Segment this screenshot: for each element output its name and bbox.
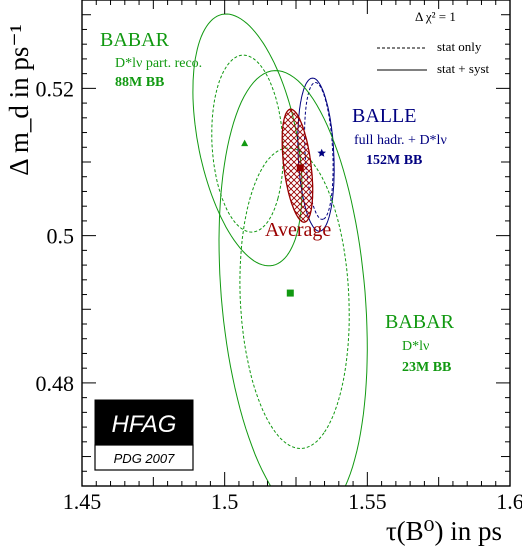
marker-layer <box>241 139 326 297</box>
label-belle-line1: full hadr. + D*lν <box>354 133 447 148</box>
legend-entry-stat-syst: stat + syst <box>437 61 490 76</box>
ellipse-stat-1 <box>304 81 334 220</box>
marker-0 <box>241 139 249 147</box>
hfag-logo-bottom-box <box>94 444 194 471</box>
x-tick-label: 1.45 <box>63 489 102 514</box>
label-belle: BALLE full hadr. + D*lν 152M BB <box>352 105 447 168</box>
x-axis: 1.45 1.5 1.55 1.6 <box>63 0 522 514</box>
label-babar-23m-line1: D*lν <box>402 339 429 354</box>
x-tick-label: 1.5 <box>211 489 239 514</box>
label-babar-23m-name: BABAR <box>385 311 455 333</box>
ellipse-layer <box>192 13 368 486</box>
y-tick-label: 0.5 <box>47 224 75 249</box>
label-babar-88m-line2: 88M BB <box>115 75 164 90</box>
marker-2 <box>286 289 294 297</box>
ellipse-stat-2 <box>239 147 350 450</box>
x-tick-label: 1.6 <box>496 489 522 514</box>
hfag-logo-bottom-text: PDG 2007 <box>114 451 175 466</box>
label-babar-88m-name: BABAR <box>100 29 170 51</box>
ellipse-stat-0 <box>211 54 284 233</box>
label-babar-23m: BABAR D*lν 23M BB <box>385 311 455 375</box>
y-tick-label: 0.48 <box>36 371 75 396</box>
marker-3 <box>296 164 304 172</box>
legend: Δ χ² = 1 stat only stat + syst <box>377 9 490 76</box>
y-axis-label: Δ m_d in ps⁻¹ <box>4 24 34 175</box>
legend-entry-stat-only: stat only <box>437 39 482 54</box>
label-babar-88m: BABAR D*lν part. reco. 88M BB <box>100 29 202 90</box>
label-babar-88m-line1: D*lν part. reco. <box>115 56 202 71</box>
label-average: Average <box>265 219 331 241</box>
marker-1 <box>317 148 326 157</box>
hfag-logo-top-text: HFAG <box>112 411 177 438</box>
legend-title: Δ χ² = 1 <box>415 9 456 24</box>
ellipse-syst-2 <box>218 70 368 486</box>
label-belle-line2: 152M BB <box>366 153 422 168</box>
x-axis-label: τ(B⁰) in ps <box>386 516 502 546</box>
label-belle-name: BALLE <box>352 105 416 127</box>
label-babar-23m-line2: 23M BB <box>402 360 451 375</box>
hfag-logo: HFAG PDG 2007 <box>94 399 194 471</box>
y-axis: 0.48 0.5 0.52 <box>36 0 510 487</box>
y-tick-label: 0.52 <box>36 76 75 101</box>
x-tick-label: 1.55 <box>348 489 387 514</box>
